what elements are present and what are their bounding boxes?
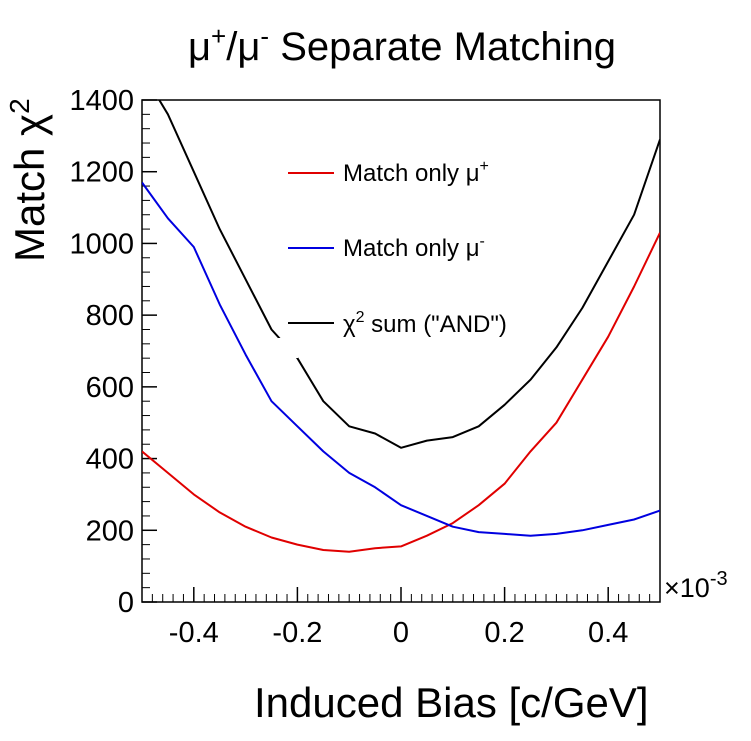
series-match-mu-minus — [142, 181, 660, 537]
legend-entry-mu-minus: Match only μ- — [343, 233, 485, 262]
y-axis-label: Match χ2 — [4, 98, 53, 262]
y-tick-label: 600 — [86, 372, 134, 404]
y-tick-label: 200 — [86, 515, 134, 547]
x-tick-label: 0 — [393, 617, 409, 649]
y-tick-label: 0 — [118, 587, 134, 619]
y-tick-label: 1400 — [69, 85, 134, 117]
x-axis-multiplier: ×10-3 — [664, 568, 728, 603]
series-chi2-sum — [158, 100, 660, 449]
x-tick-label: 0.2 — [484, 617, 524, 649]
series-layer — [142, 100, 660, 553]
x-tick-label: -0.4 — [169, 617, 219, 649]
y-tick-label: 1000 — [69, 228, 134, 260]
chart-title: μ+/μ- Separate Matching — [188, 21, 616, 69]
series-match-mu-plus — [142, 232, 660, 553]
x-tick-label: -0.2 — [272, 617, 322, 649]
y-tick-label: 400 — [86, 444, 134, 476]
x-tick-label: 0.4 — [588, 617, 628, 649]
legend: Match only μ+ Match only μ- χ2 sum ("AND… — [288, 158, 507, 338]
y-tick-label: 1200 — [69, 157, 134, 189]
legend-entry-chi2-sum: χ2 sum ("AND") — [343, 309, 507, 338]
ticks-layer: 0 200 400 600 800 1000 1200 1400 -0.4 -0.2 0 0.2 0.4 — [69, 85, 661, 649]
legend-entry-mu-plus: Match only μ+ — [343, 158, 489, 187]
legend-occlusion — [278, 338, 298, 358]
y-tick-label: 800 — [86, 300, 134, 332]
x-axis-label: Induced Bias [c/GeV] — [254, 679, 649, 726]
